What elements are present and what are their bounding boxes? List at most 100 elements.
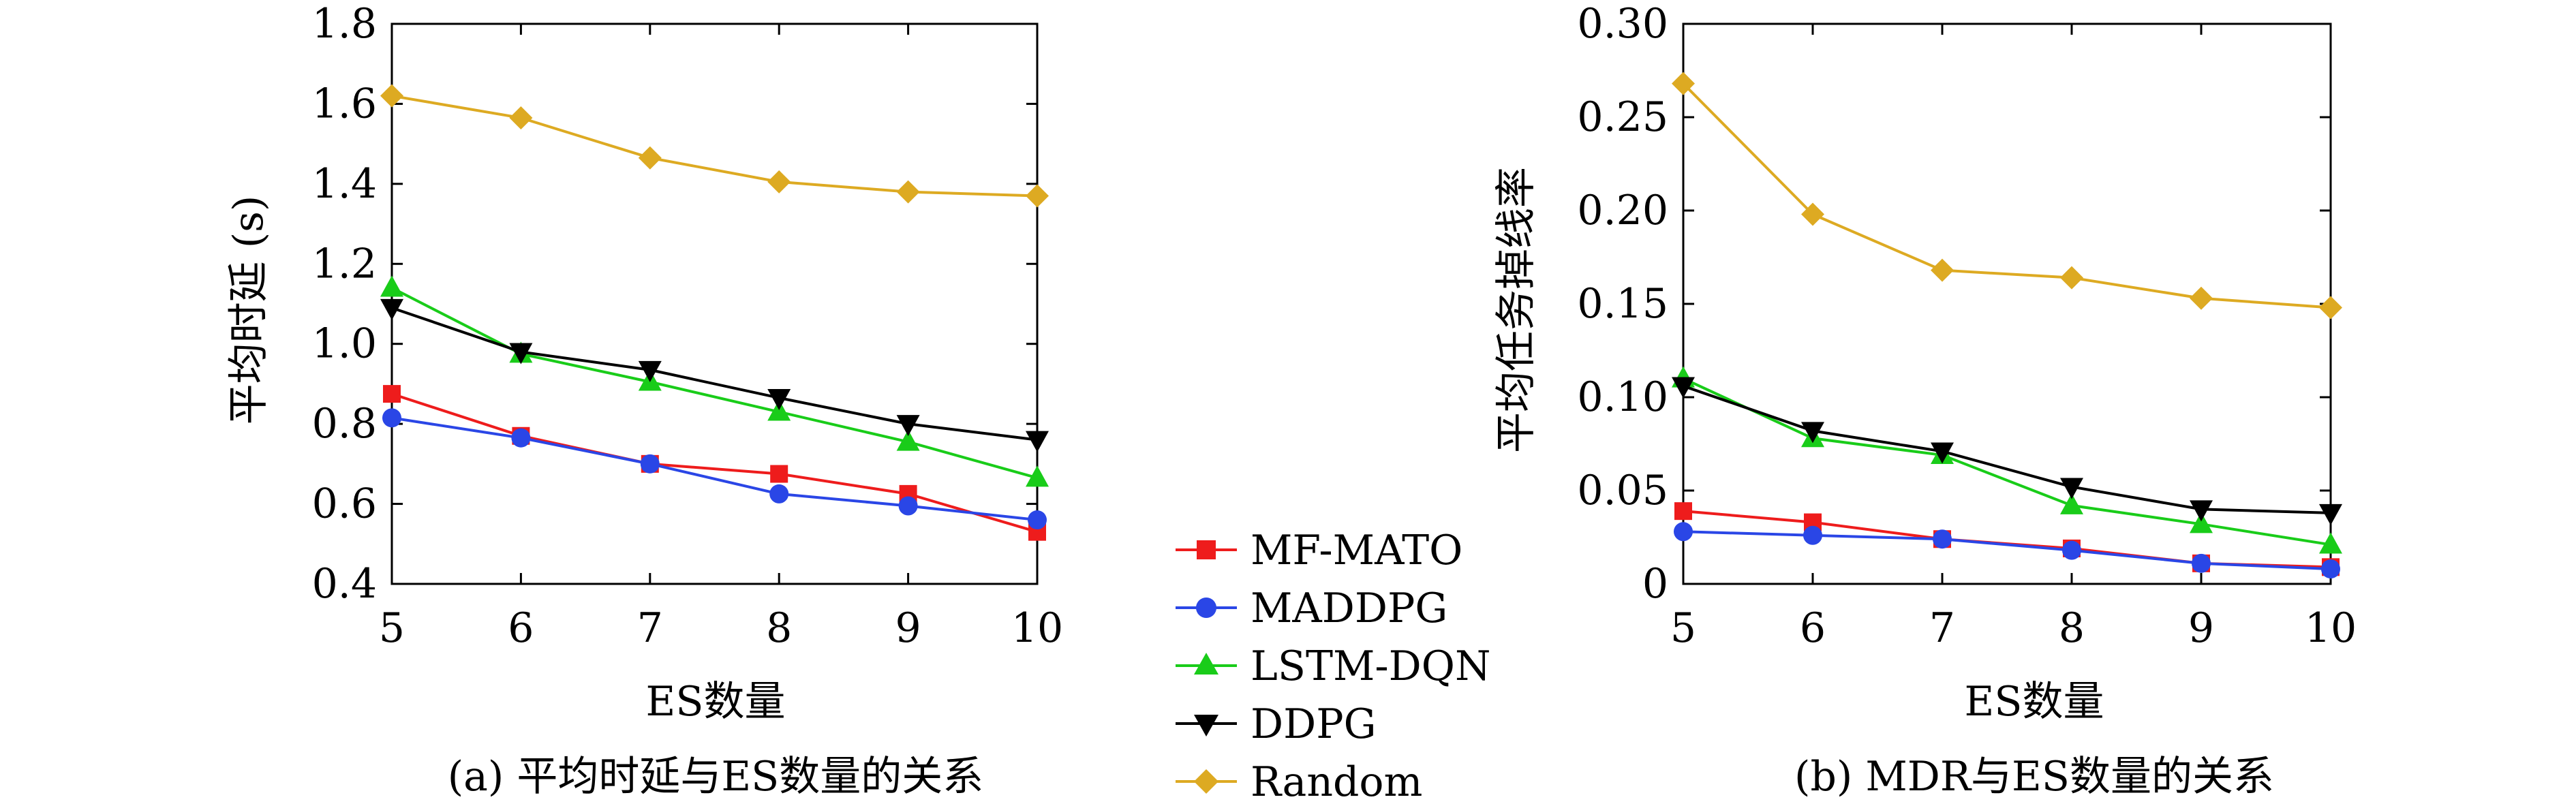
chart-a-point-random [1026,184,1049,208]
chart-a-point-random [638,146,662,170]
chart-a-line-random [391,94,1038,198]
chart-a-line-ddpg [391,306,1038,441]
chart-b-series-maddpg [1674,522,2340,579]
chart-a-point-ddpg [1026,431,1049,452]
chart-a-line-lstm-dqn [391,286,1038,480]
chart-b-ytick-label: 0.20 [1577,187,1668,234]
chart-b-line-maddpg [1683,530,2331,571]
chart-a-point-ddpg [509,343,533,365]
chart-a-point-random [896,180,920,204]
chart-a-series-ddpg [380,298,1049,452]
chart-b-xtick-label: 6 [1800,604,1826,652]
chart-b-point-lstm-dqn [2060,493,2083,514]
legend: MF-MATO MADDPG LSTM-DQN DDPG Random [1176,527,1490,806]
chart-b-series-ddpg [1672,377,2342,525]
chart-b-xtick-label: 9 [2188,604,2214,652]
legend-label-maddpg: MADDPG [1251,585,1447,632]
chart-a-axes: 5 6 7 8 9 10 0.4 0.6 0.8 1.0 1.2 1.4 1.6 1.8 [312,0,1064,652]
chart-a-caption: (a) 平均时延与ES数量的关系 [448,753,984,801]
chart-a-xtick-label: 6 [508,604,534,652]
chart-a-ytick-label: 1.8 [312,0,377,48]
chart-a-point-lstm-dqn [1026,465,1049,487]
chart-a-ytick-label: 0.4 [312,560,377,608]
chart-b-ytick-label: 0.10 [1577,373,1668,421]
legend-item-random: Random [1176,758,1422,806]
chart-a-point-random [767,170,791,193]
chart-a-point-ddpg [896,415,920,437]
chart-b-point-maddpg [1674,522,1693,542]
legend-item-ddpg: DDPG [1176,700,1377,748]
chart-b-ytick-label: 0.05 [1577,467,1668,514]
chart-b-point-maddpg [1803,525,1822,545]
chart-a-point-maddpg [382,408,401,428]
chart-a-point-mf-mato [383,385,401,403]
chart-a-point-maddpg [898,496,918,516]
chart-b-xtick-label: 5 [1670,604,1696,652]
chart-b-point-ddpg [1801,422,1824,444]
legend-label-random: Random [1251,758,1422,806]
legend-item-lstm-dqn: LSTM-DQN [1176,642,1490,690]
chart-b-point-maddpg [1933,529,1952,549]
chart-a: 5 6 7 8 9 10 0.4 0.6 0.8 1.0 1.2 1.4 1.6 1.8 ES数量 平均时… [225,0,1063,801]
chart-a-xtick-label: 10 [1011,604,1063,652]
chart-b-line-mf-mato [1683,510,2331,569]
chart-a-ytick-label: 0.8 [312,400,377,448]
chart-b-point-ddpg [2319,503,2342,525]
chart-b-axes: 5 6 7 8 9 10 0 0.05 0.10 0.15 0.20 0.25 0.30 [1577,0,2357,652]
legend-marker-ddpg [1194,715,1218,737]
legend-item-maddpg: MADDPG [1176,585,1447,632]
chart-a-point-random [380,84,403,108]
chart-a-point-maddpg [511,428,531,448]
chart-a-point-random [509,106,533,129]
chart-b-point-random [1931,258,1954,282]
legend-label-ddpg: DDPG [1251,700,1377,748]
chart-a-ytick-label: 1.4 [312,160,377,208]
chart-b-ytick-label: 0.15 [1577,280,1668,328]
chart-b-point-maddpg [2321,559,2340,579]
chart-a-xlabel: ES数量 [646,678,786,726]
legend-marker-maddpg [1196,598,1216,618]
chart-a-xtick-label: 9 [895,604,921,652]
chart-a-point-lstm-dqn [380,275,403,297]
chart-b-ytick-label: 0.25 [1577,93,1668,141]
chart-b-series-lstm-dqn [1672,366,2342,554]
chart-b-ylabel: 平均任务掉线率 [1492,167,1540,453]
chart-a-series [380,84,1049,541]
chart-b-xtick-label: 10 [2305,604,2357,652]
chart-b-point-random [2190,286,2213,310]
chart-a-ytick-label: 1.2 [312,240,377,288]
legend-marker-random [1194,769,1218,794]
chart-a-series-random [380,84,1049,208]
chart-a-xtick-label: 8 [766,604,792,652]
chart-a-xtick-label: 7 [637,604,663,652]
chart-a-point-ddpg [638,360,662,382]
chart-a-point-mf-mato [770,465,788,483]
chart-a-ytick-label: 0.6 [312,480,377,528]
chart-a-line-mf-mato [391,392,1038,533]
chart-a-point-maddpg [1028,510,1047,530]
chart-b-series [1672,72,2342,579]
chart-b-point-lstm-dqn [2190,512,2213,533]
chart-b-point-random [2319,296,2342,320]
chart-b: 5 6 7 8 9 10 0 0.05 0.10 0.15 0.20 0.25 0.30 ES数量 平均… [1492,0,2357,801]
chart-a-point-ddpg [380,298,403,320]
chart-b-line-lstm-dqn [1683,377,2331,546]
chart-a-point-lstm-dqn [896,429,920,451]
legend-item-mf-mato: MF-MATO [1176,527,1462,574]
chart-b-line-ddpg [1683,384,2331,514]
chart-a-ytick-label: 1.6 [312,80,377,127]
chart-a-point-maddpg [640,454,660,474]
legend-label-lstm-dqn: LSTM-DQN [1251,642,1490,690]
legend-label-mf-mato: MF-MATO [1251,527,1462,574]
chart-a-series-lstm-dqn [380,275,1049,487]
chart-a-point-maddpg [769,484,789,503]
chart-a-ytick-label: 1.0 [312,320,377,368]
legend-marker-mf-mato [1197,540,1216,559]
chart-a-plot-frame [390,22,1039,585]
chart-b-caption: (b) MDR与ES数量的关系 [1794,753,2274,801]
chart-b-point-random [1672,72,1695,95]
chart-b-point-random [1801,202,1824,226]
chart-b-point-ddpg [1931,442,1954,464]
chart-b-ytick-label: 0 [1642,560,1668,608]
